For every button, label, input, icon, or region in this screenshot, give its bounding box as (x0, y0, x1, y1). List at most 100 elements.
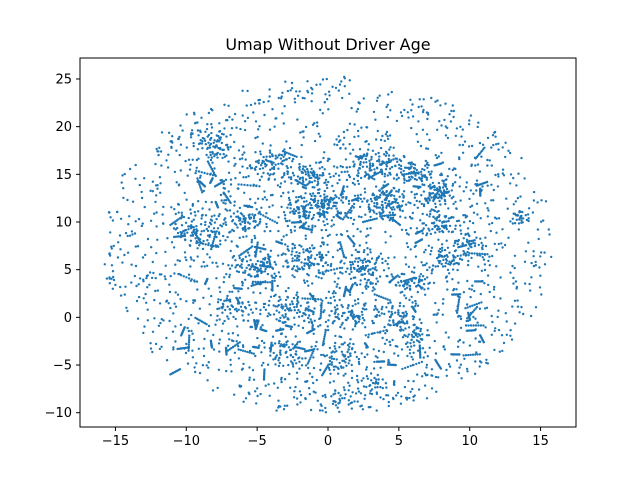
data-point (315, 275, 318, 278)
data-point (355, 374, 359, 378)
data-point (467, 247, 470, 250)
data-point (223, 187, 227, 190)
data-point (369, 166, 372, 169)
data-point (221, 307, 224, 310)
data-point (481, 185, 484, 188)
data-point (360, 310, 364, 314)
data-point (383, 153, 386, 156)
data-point (465, 319, 468, 323)
data-point (242, 362, 245, 366)
data-point (404, 366, 407, 370)
data-point (226, 143, 229, 146)
data-point (185, 258, 188, 262)
data-point (197, 322, 200, 325)
data-point (300, 266, 304, 269)
data-point (417, 283, 420, 287)
data-point (377, 378, 380, 381)
data-point (482, 258, 486, 261)
data-point (353, 400, 356, 403)
data-point (481, 244, 485, 247)
data-point (267, 100, 270, 103)
data-point (311, 297, 315, 301)
data-point (301, 185, 305, 189)
data-point (295, 353, 298, 356)
data-point (275, 409, 278, 412)
data-point (434, 375, 438, 379)
data-point (313, 179, 316, 182)
data-point (438, 199, 441, 203)
data-point (283, 173, 286, 177)
data-point (500, 334, 504, 337)
data-point (368, 169, 371, 172)
data-point (192, 338, 195, 342)
data-point (398, 205, 401, 209)
data-point (379, 396, 382, 399)
data-point (166, 166, 170, 169)
data-point (323, 335, 326, 339)
data-point (497, 175, 500, 178)
data-point (312, 356, 315, 359)
data-point (529, 289, 532, 292)
data-point (358, 244, 361, 247)
data-point (449, 263, 452, 266)
data-point (492, 295, 496, 299)
data-point (326, 186, 329, 190)
data-point (283, 148, 286, 151)
data-point (358, 167, 362, 170)
data-point (253, 225, 257, 228)
data-point (379, 215, 382, 218)
data-point (172, 348, 175, 351)
data-point (227, 317, 230, 320)
data-point (229, 358, 232, 362)
y-tick-label: 10 (55, 216, 72, 231)
data-point (259, 218, 262, 221)
data-point (324, 406, 327, 410)
data-point (424, 248, 427, 252)
data-point (150, 276, 154, 280)
data-point (532, 264, 536, 268)
data-point (207, 225, 211, 228)
data-point (313, 319, 316, 322)
data-point (144, 292, 147, 296)
data-point (502, 174, 506, 177)
data-point (378, 94, 381, 97)
data-point (213, 146, 217, 149)
data-point (369, 215, 372, 219)
data-point (337, 372, 340, 375)
data-point (244, 219, 247, 223)
data-point (256, 259, 259, 263)
data-point (444, 202, 447, 206)
data-point (381, 134, 384, 138)
data-point (476, 252, 479, 255)
data-point (478, 170, 482, 173)
data-point (315, 161, 318, 164)
data-point (110, 264, 114, 267)
data-point (323, 151, 326, 154)
data-point (497, 328, 501, 332)
data-point (296, 182, 299, 186)
data-point (285, 165, 288, 168)
data-point (443, 190, 446, 193)
data-point (513, 322, 517, 325)
data-point (410, 338, 413, 341)
data-point (297, 206, 300, 209)
data-point (405, 286, 409, 289)
data-point (336, 316, 339, 319)
data-point (116, 210, 119, 214)
data-point (404, 310, 407, 313)
data-point (354, 322, 357, 326)
data-point (509, 182, 512, 185)
data-point (359, 283, 362, 286)
data-point (250, 241, 253, 244)
data-point (258, 178, 262, 182)
data-point (410, 279, 414, 283)
data-point (274, 154, 277, 157)
data-point (262, 280, 265, 284)
data-point (170, 145, 173, 149)
data-point (246, 184, 249, 187)
data-point (328, 157, 331, 161)
data-point (511, 217, 514, 220)
data-point (445, 368, 448, 372)
data-point (313, 347, 316, 351)
data-point (402, 305, 405, 308)
